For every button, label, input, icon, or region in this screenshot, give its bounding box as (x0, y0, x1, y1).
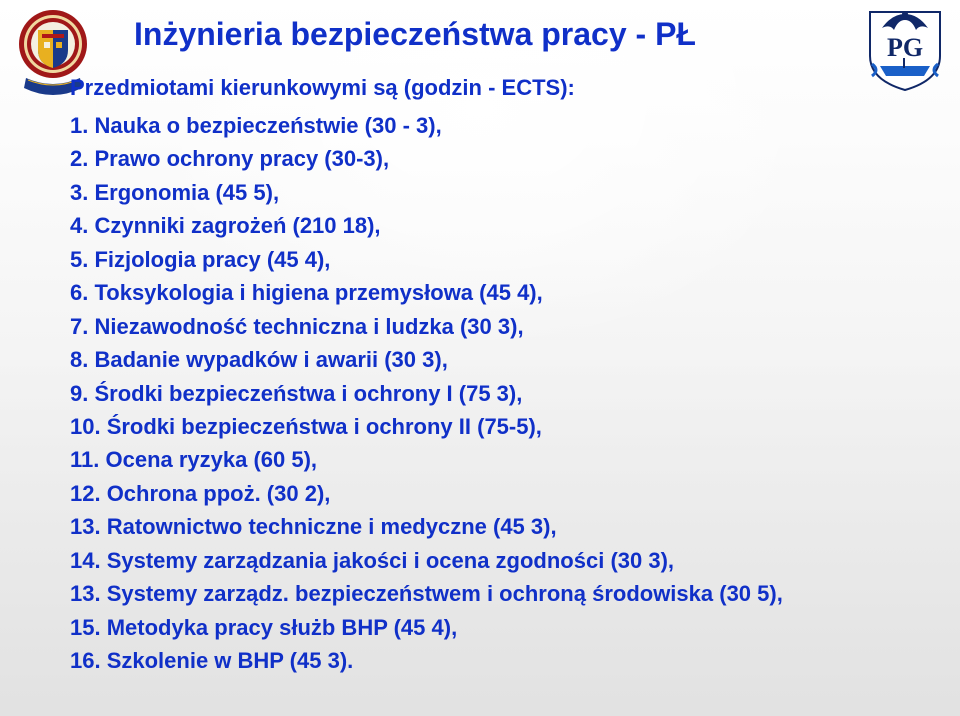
list-item: 1. Nauka o bezpieczeństwie (30 - 3), (70, 109, 900, 142)
slide-title: Inżynieria bezpieczeństwa pracy - PŁ (134, 16, 900, 53)
list-item: 12. Ochrona ppoż. (30 2), (70, 477, 900, 510)
list-item: 9. Środki bezpieczeństwa i ochrony I (75… (70, 377, 900, 410)
list-item: 5. Fizjologia pracy (45 4), (70, 243, 900, 276)
list-item: 16. Szkolenie w BHP (45 3). (70, 644, 900, 677)
list-item: 15. Metodyka pracy służb BHP (45 4), (70, 611, 900, 644)
list-item: 13. Ratownictwo techniczne i medyczne (4… (70, 510, 900, 543)
list-item: 14. Systemy zarządzania jakości i ocena … (70, 544, 900, 577)
list-item: 10. Środki bezpieczeństwa i ochrony II (… (70, 410, 900, 443)
list-item: 11. Ocena ryzyka (60 5), (70, 443, 900, 476)
list-item: 2. Prawo ochrony pracy (30-3), (70, 142, 900, 175)
list-item: 3. Ergonomia (45 5), (70, 176, 900, 209)
item-list: 1. Nauka o bezpieczeństwie (30 - 3), 2. … (70, 109, 900, 677)
list-item: 8. Badanie wypadków i awarii (30 3), (70, 343, 900, 376)
list-item: 13. Systemy zarządz. bezpieczeństwem i o… (70, 577, 900, 610)
list-item: 6. Toksykologia i higiena przemysłowa (4… (70, 276, 900, 309)
slide-content: Inżynieria bezpieczeństwa pracy - PŁ Prz… (0, 0, 960, 697)
list-item: 4. Czynniki zagrożeń (210 18), (70, 209, 900, 242)
list-item: 7. Niezawodność techniczna i ludzka (30 … (70, 310, 900, 343)
slide-subtitle: Przedmiotami kierunkowymi są (godzin - E… (70, 75, 900, 101)
